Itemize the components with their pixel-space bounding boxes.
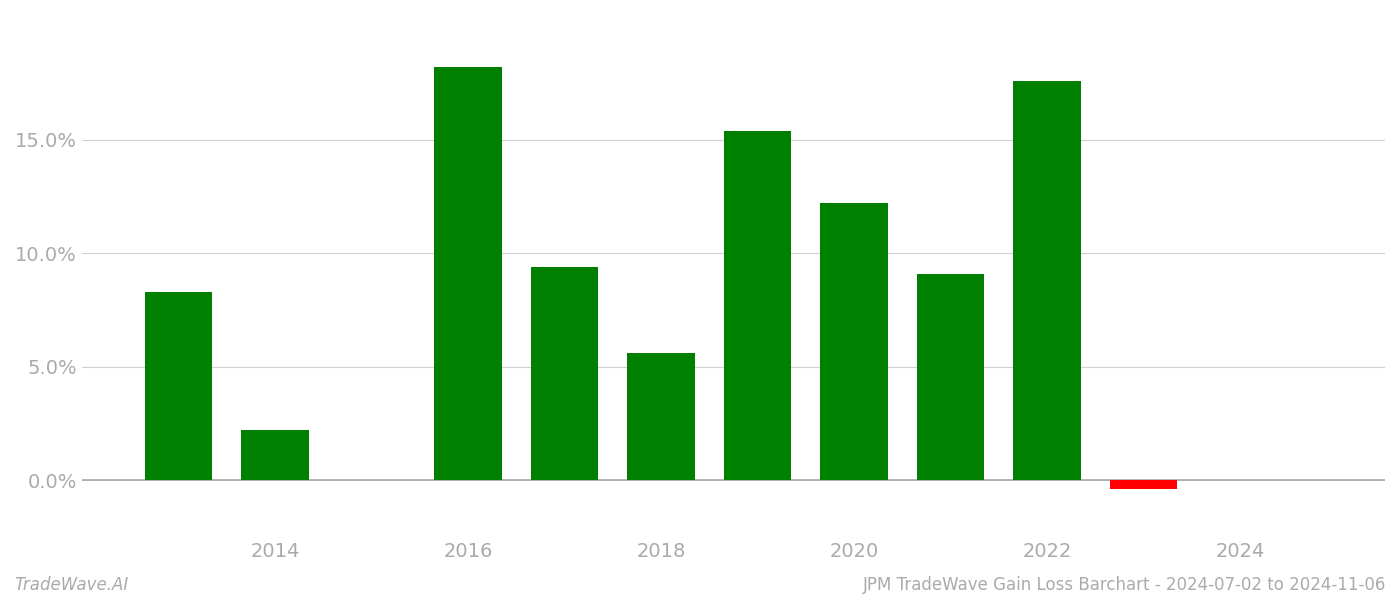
Text: TradeWave.AI: TradeWave.AI [14, 576, 129, 594]
Bar [1110, 481, 1177, 490]
Bar [724, 131, 791, 481]
Bar [241, 430, 309, 481]
Bar [627, 353, 694, 481]
Bar [434, 67, 501, 481]
Bar [820, 203, 888, 481]
Bar [144, 292, 213, 481]
Bar [531, 267, 598, 481]
Text: JPM TradeWave Gain Loss Barchart - 2024-07-02 to 2024-11-06: JPM TradeWave Gain Loss Barchart - 2024-… [862, 576, 1386, 594]
Bar [917, 274, 984, 481]
Bar [1014, 81, 1081, 481]
